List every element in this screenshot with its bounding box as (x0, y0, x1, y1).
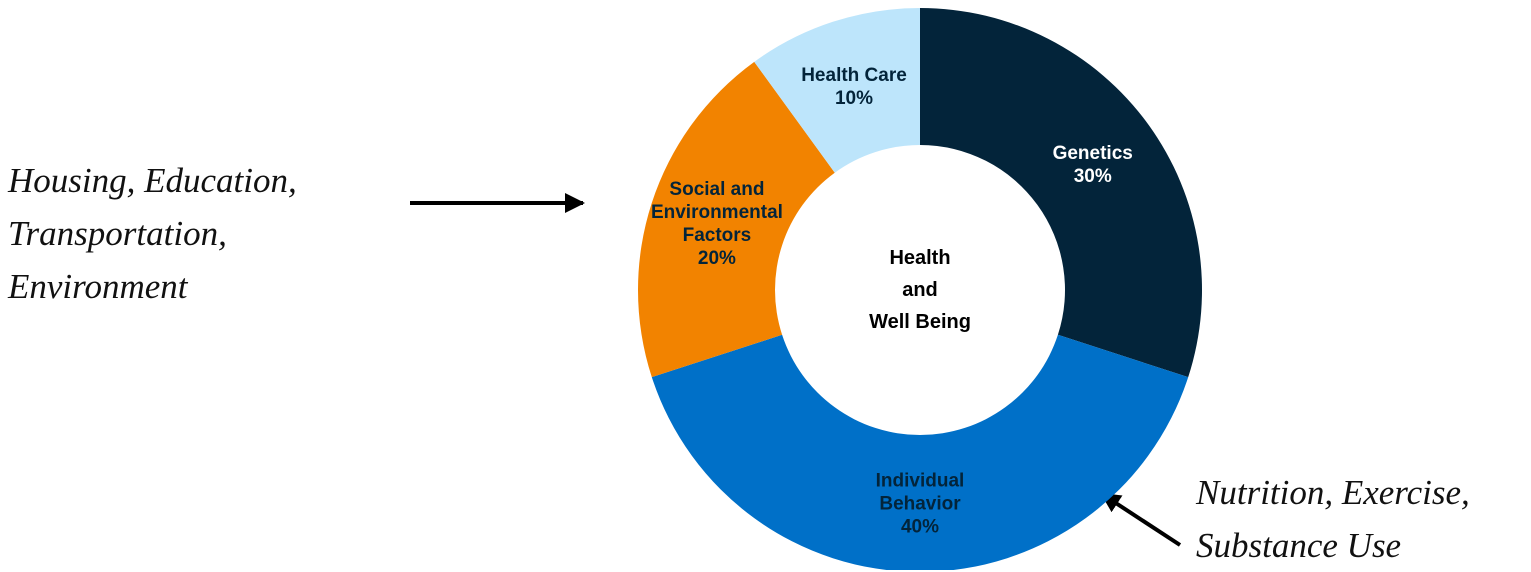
annotation: Nutrition, Exercise, Substance Use (1196, 473, 1470, 565)
segment-label: Genetics 30% (1053, 142, 1133, 188)
value-label: 30% (1073, 165, 1112, 187)
segment-label: Individual Behavior 40% (876, 469, 965, 538)
annotation: Housing, Education, Transportation, Envi… (8, 161, 297, 306)
category-label: Social and Environmental Factors (650, 179, 783, 247)
value-label: 40% (900, 516, 940, 537)
segment-label: Health Care 10% (801, 64, 907, 110)
donut-segment (754, 8, 920, 173)
value-label: 20% (697, 248, 736, 270)
value-label: 10% (834, 87, 874, 109)
donut-segment (651, 334, 1189, 570)
donut-segment (638, 61, 835, 378)
donut-segment (920, 8, 1203, 378)
category-label: Genetics (1052, 142, 1133, 164)
arrow (1100, 492, 1182, 547)
category-label: Health Care (801, 64, 907, 86)
center-label: Health and Well Being (869, 247, 971, 333)
category-label: Individual Behavior (875, 470, 965, 514)
segment-label: Social and Environmental Factors 20% (651, 178, 783, 270)
